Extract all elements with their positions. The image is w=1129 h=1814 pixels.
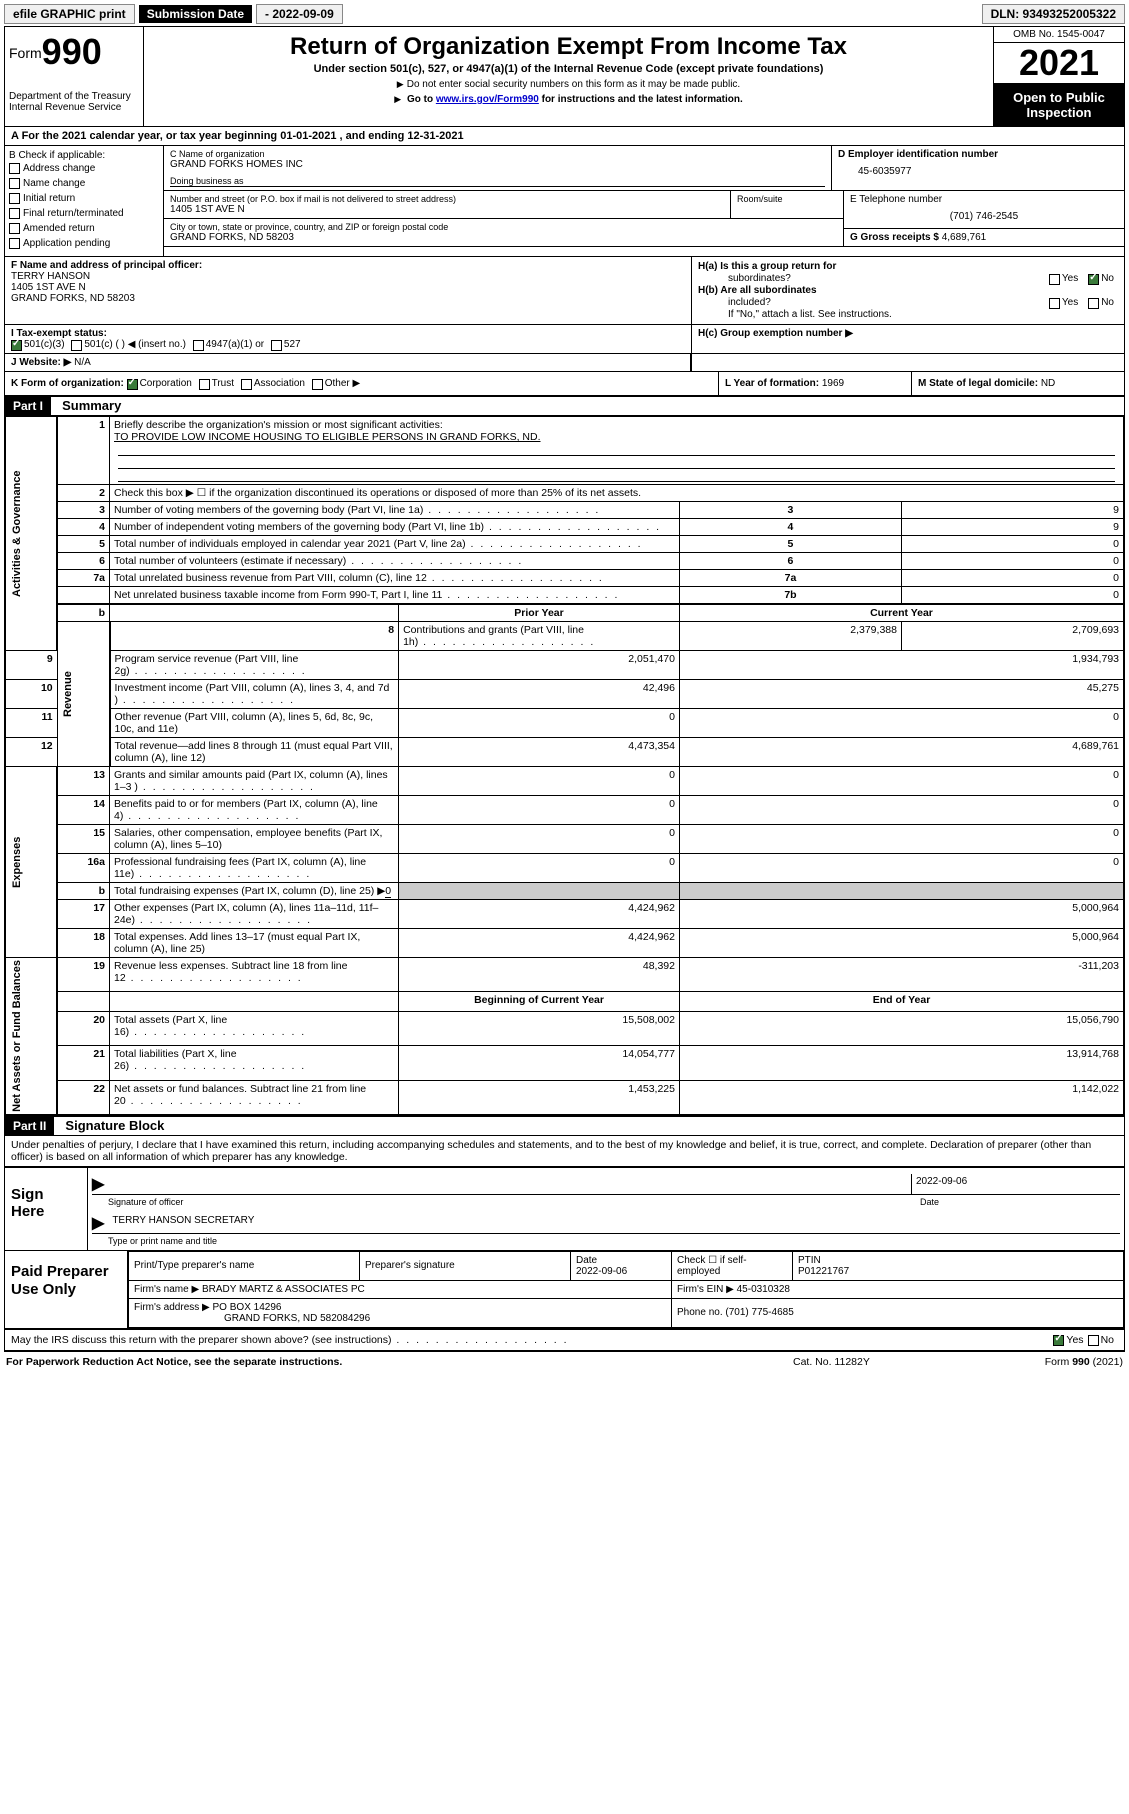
mission-text: TO PROVIDE LOW INCOME HOUSING TO ELIGIBL…: [114, 431, 541, 443]
hb-no[interactable]: No: [1088, 297, 1114, 308]
check-final-return[interactable]: Final return/terminated: [9, 207, 159, 221]
telephone-label: E Telephone number: [850, 194, 1118, 205]
check-4947a1[interactable]: 4947(a)(1) or: [193, 339, 264, 350]
row-a-tax-year: A For the 2021 calendar year, or tax yea…: [5, 127, 1124, 146]
form-header: Form990 Department of the Treasury Inter…: [5, 27, 1124, 127]
ssn-warning: Do not enter social security numbers on …: [152, 79, 985, 90]
telephone-value: (701) 746-2545: [850, 205, 1118, 222]
part2-header: Part II: [5, 1117, 54, 1135]
check-initial-return[interactable]: Initial return: [9, 192, 159, 206]
page-footer: For Paperwork Reduction Act Notice, see …: [4, 1352, 1125, 1372]
b-label: B Check if applicable:: [9, 150, 159, 161]
top-toolbar: efile GRAPHIC print Submission Date - 20…: [4, 4, 1125, 24]
check-trust[interactable]: Trust: [199, 378, 234, 389]
part1-header: Part I: [5, 397, 51, 415]
paid-preparer-label: Paid Preparer Use Only: [5, 1251, 128, 1328]
tax-year: 2021: [994, 43, 1124, 84]
sign-date: 2022-09-06: [911, 1174, 1120, 1194]
sidebar-governance: Activities & Governance: [6, 417, 58, 651]
check-527[interactable]: 527: [271, 339, 301, 350]
tax-exempt-status: I Tax-exempt status: 501(c)(3) 501(c) ( …: [5, 325, 692, 353]
officer-name: TERRY HANSON SECRETARY: [108, 1213, 1120, 1233]
sidebar-net-assets: Net Assets or Fund Balances: [6, 958, 58, 1115]
ha-yes[interactable]: Yes: [1049, 273, 1078, 284]
efile-print-button[interactable]: efile GRAPHIC print: [4, 4, 135, 24]
open-inspection-badge: Open to Public Inspection: [994, 84, 1124, 126]
city-box: City or town, state or province, country…: [164, 219, 843, 246]
paid-preparer-block: Paid Preparer Use Only Print/Type prepar…: [5, 1251, 1124, 1330]
check-amended-return[interactable]: Amended return: [9, 222, 159, 236]
part1-title: Summary: [54, 398, 121, 413]
form-number: Form990: [9, 31, 139, 73]
room-box: Room/suite: [730, 191, 843, 218]
part2-title: Signature Block: [57, 1118, 164, 1133]
website-row: J Website: ▶ N/A: [5, 354, 691, 371]
check-association[interactable]: Association: [241, 378, 305, 389]
org-name: GRAND FORKS HOMES INC: [170, 159, 825, 170]
group-return-box: H(a) Is this a group return for subordin…: [692, 257, 1124, 324]
sidebar-revenue: Revenue: [57, 622, 109, 767]
ein-value: 45-6035977: [838, 160, 1118, 183]
hb-yes[interactable]: Yes: [1049, 297, 1078, 308]
check-application-pending[interactable]: Application pending: [9, 237, 159, 251]
check-name-change[interactable]: Name change: [9, 177, 159, 191]
form-subtitle: Under section 501(c), 527, or 4947(a)(1)…: [152, 63, 985, 75]
check-address-change[interactable]: Address change: [9, 162, 159, 176]
street-box: Number and street (or P.O. box if mail i…: [164, 191, 730, 218]
sign-here-label: Sign Here: [5, 1168, 88, 1250]
may-discuss-row: May the IRS discuss this return with the…: [5, 1330, 1124, 1351]
may-no[interactable]: No: [1088, 1334, 1114, 1346]
ein-label: D Employer identification number: [838, 149, 1118, 160]
year-formation: L Year of formation: 1969: [718, 372, 911, 395]
gross-receipts: G Gross receipts $ 4,689,761: [844, 229, 1124, 246]
form-container: Form990 Department of the Treasury Inter…: [4, 26, 1125, 1352]
submission-date-value: - 2022-09-09: [256, 4, 343, 24]
dept-label: Department of the Treasury: [9, 91, 139, 102]
group-exemption: H(c) Group exemption number ▶: [692, 325, 1124, 353]
submission-date-label: Submission Date: [139, 5, 252, 23]
officer-signature-field[interactable]: [108, 1174, 911, 1194]
penalty-statement: Under penalties of perjury, I declare th…: [5, 1136, 1124, 1166]
irs-label: Internal Revenue Service: [9, 102, 139, 113]
signature-block: Sign Here ▶ 2022-09-06 Signature of offi…: [5, 1166, 1124, 1251]
form-of-org: K Form of organization: Corporation Trus…: [5, 372, 718, 395]
may-yes[interactable]: Yes: [1053, 1334, 1083, 1346]
summary-table: Activities & Governance 1 Briefly descri…: [5, 416, 1124, 1115]
principal-officer-box: F Name and address of principal officer:…: [5, 257, 692, 324]
omb-number: OMB No. 1545-0047: [994, 27, 1124, 43]
org-name-box: C Name of organization GRAND FORKS HOMES…: [164, 146, 832, 190]
dln-value: DLN: 93493252005322: [982, 4, 1125, 24]
form-title: Return of Organization Exempt From Incom…: [152, 33, 985, 61]
state-domicile: M State of legal domicile: ND: [911, 372, 1124, 395]
check-501c3[interactable]: 501(c)(3): [11, 339, 65, 350]
section-b-checkboxes: B Check if applicable: Address change Na…: [5, 146, 164, 256]
check-corporation[interactable]: Corporation: [127, 378, 192, 389]
check-501c[interactable]: 501(c) ( ) ◀ (insert no.): [71, 339, 186, 350]
goto-instructions: Go to www.irs.gov/Form990 for instructio…: [152, 94, 985, 105]
ha-no[interactable]: No: [1088, 273, 1114, 284]
sidebar-expenses: Expenses: [6, 767, 58, 958]
check-other[interactable]: Other ▶: [312, 378, 360, 389]
irs-link[interactable]: www.irs.gov/Form990: [436, 94, 539, 105]
